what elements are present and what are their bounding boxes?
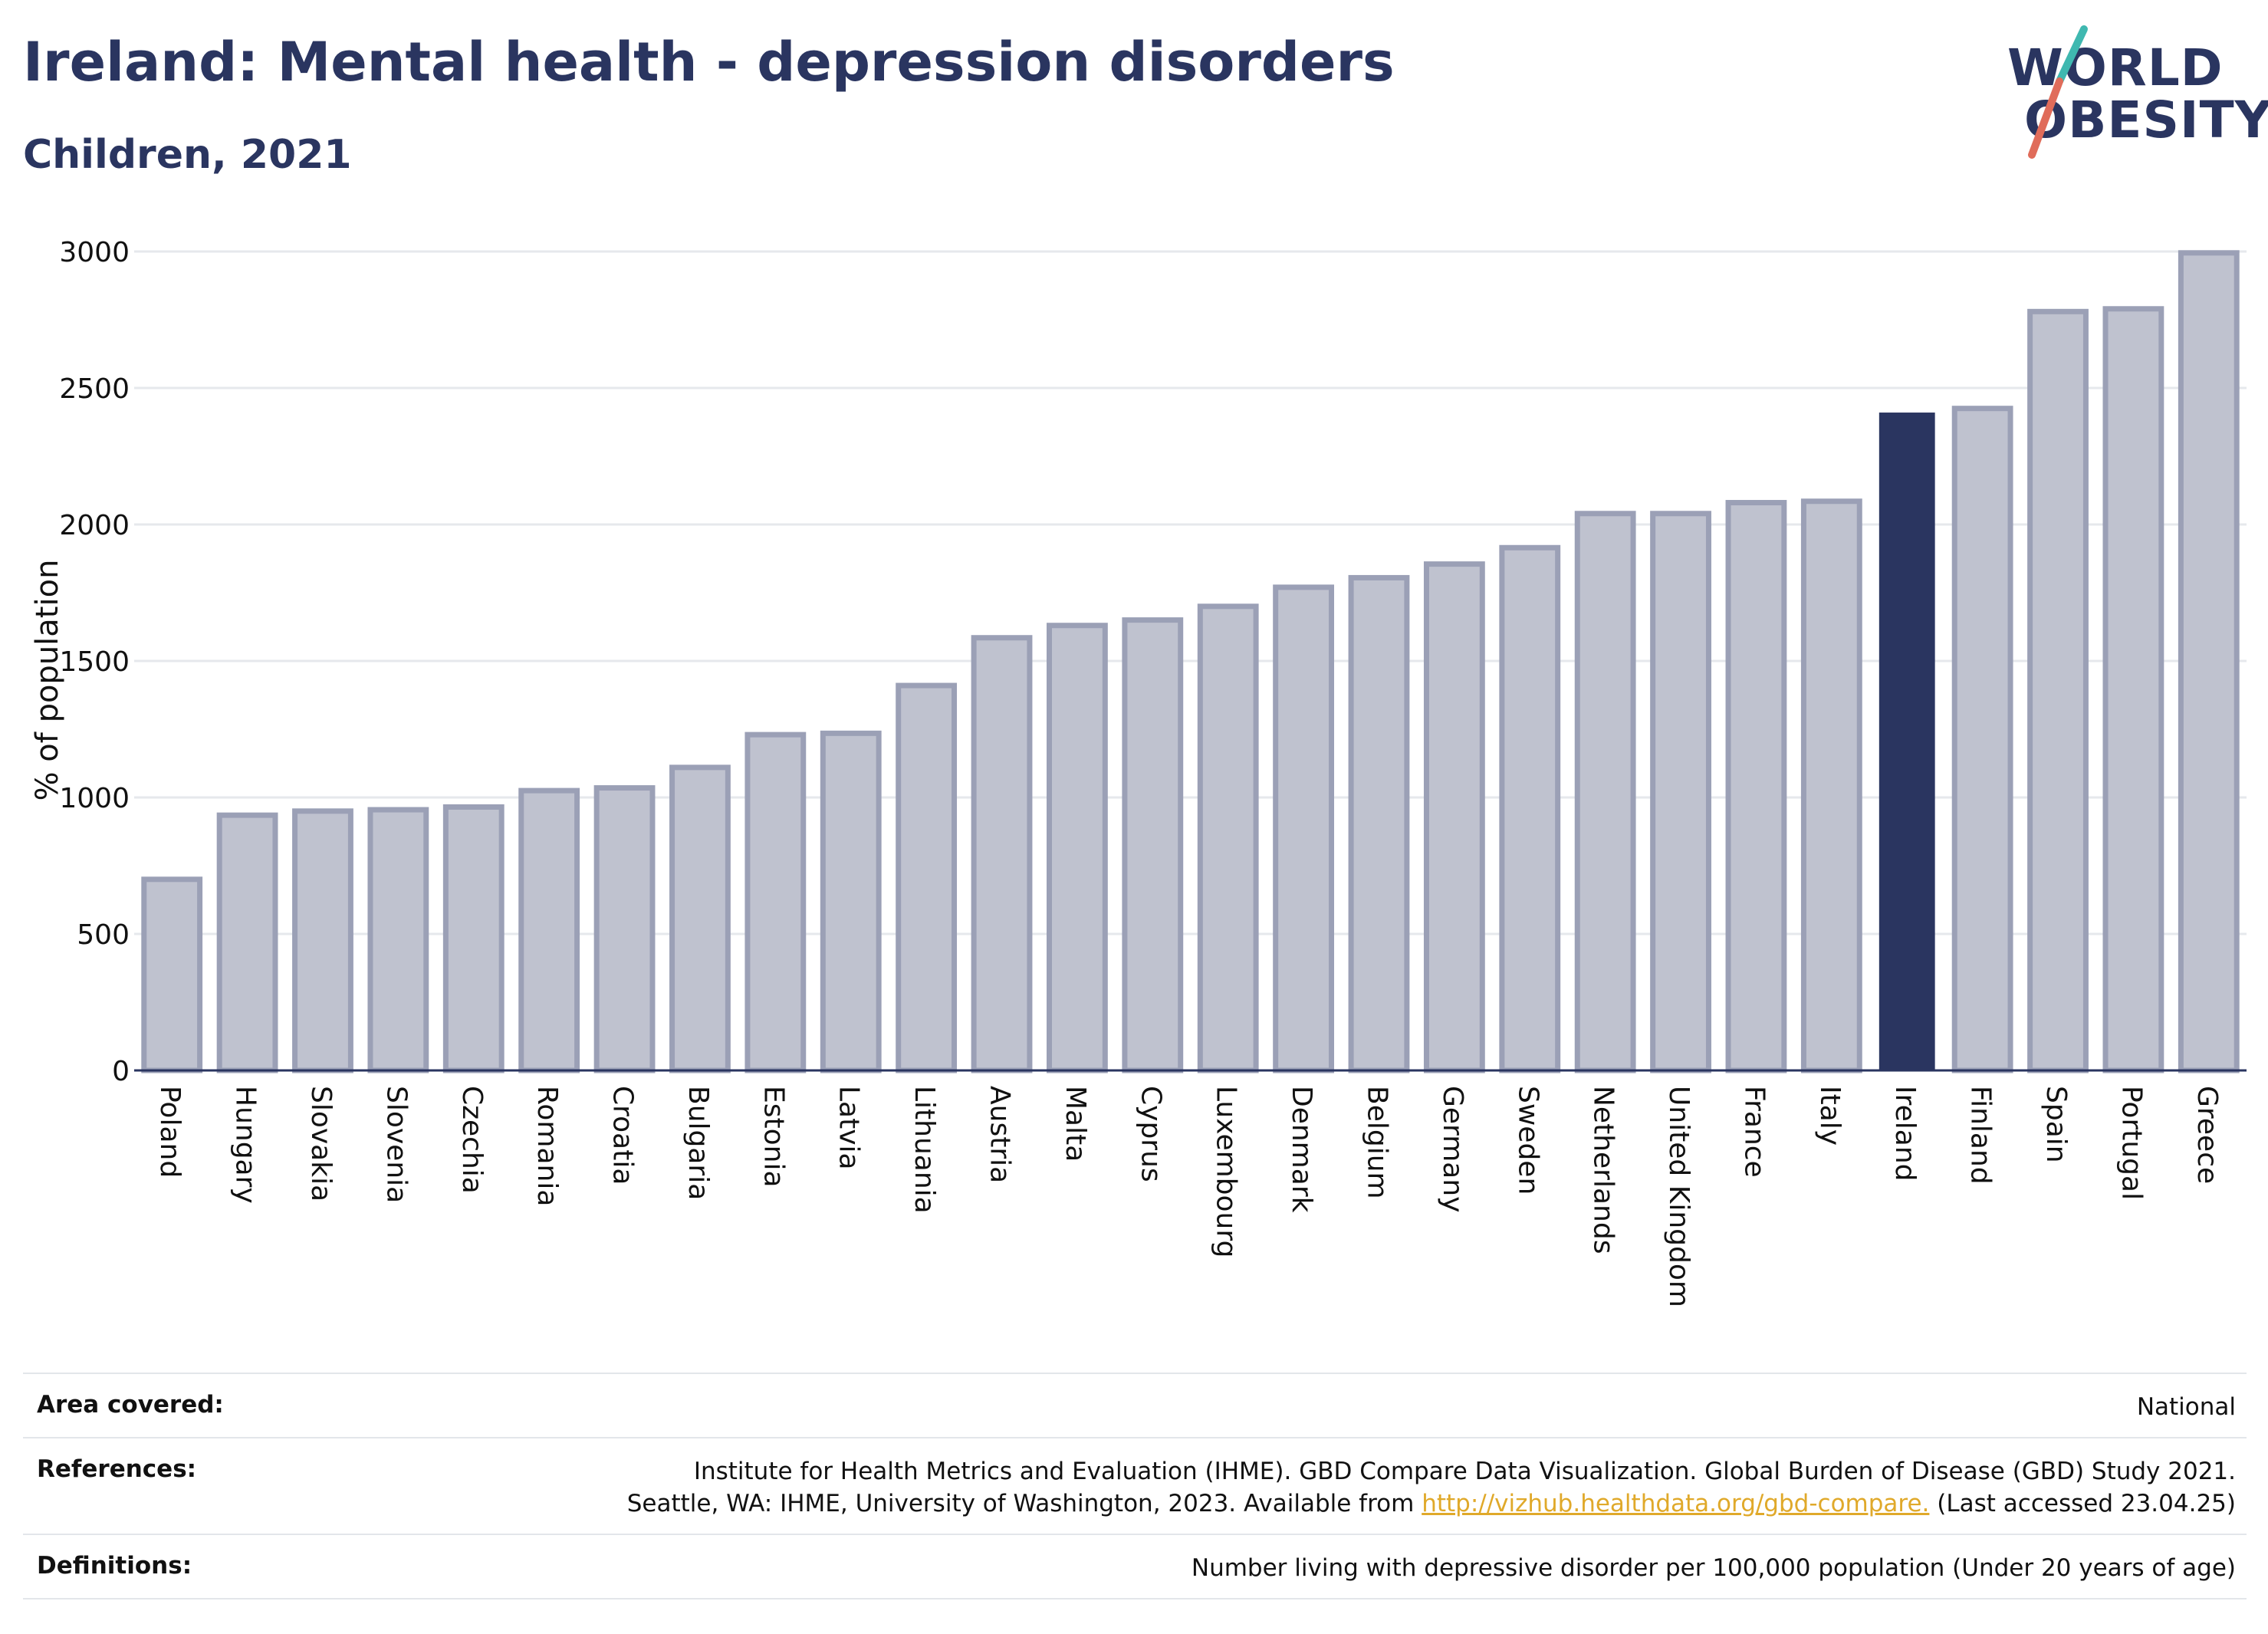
bar-croatia	[593, 785, 656, 1073]
bar-spain	[2027, 308, 2089, 1073]
x-tick-label: Malta	[1060, 1086, 1091, 1162]
x-tick-label: Czechia	[456, 1086, 488, 1194]
bar-netherlands	[1574, 511, 1636, 1073]
bar-greece	[2178, 250, 2240, 1073]
bar-ireland	[1878, 413, 1935, 1070]
bar-belgium	[1348, 574, 1410, 1073]
chart-title: Ireland: Mental health - depression diso…	[23, 31, 1395, 94]
x-tick-label: France	[1738, 1086, 1770, 1178]
y-axis-ticks: 0 500 1000 1500 2000 2500 3000	[59, 237, 130, 1087]
x-tick-label: Croatia	[607, 1086, 639, 1185]
y-tick-label: 1000	[59, 783, 130, 814]
x-tick-label: Greece	[2191, 1086, 2223, 1184]
references-line-2: Seattle, WA: IHME, University of Washing…	[627, 1488, 2236, 1520]
bar-france	[1725, 500, 1787, 1073]
bar-united-kingdom	[1650, 511, 1711, 1073]
references-line-1: Institute for Health Metrics and Evaluat…	[693, 1458, 2236, 1485]
references-accessed: (Last accessed 23.04.25)	[1929, 1490, 2236, 1517]
y-tick-label: 3000	[59, 237, 130, 268]
x-tick-label: Italy	[1814, 1086, 1846, 1146]
bar-sweden	[1499, 544, 1561, 1073]
x-tick-label: Luxembourg	[1211, 1086, 1242, 1258]
bar-chart: 0 500 1000 1500 2000 2500 3000 Poland Hungary Sl…	[30, 237, 2247, 1307]
x-tick-label: Hungary	[230, 1086, 261, 1204]
references-line-2-text: Seattle, WA: IHME, University of Washing…	[626, 1490, 1422, 1517]
bar-portugal	[2102, 306, 2164, 1073]
definitions-value: Number living with depressive disorder p…	[1191, 1554, 2236, 1582]
area-covered-label: Area covered:	[37, 1391, 224, 1419]
footer-row-references: References: Institute for Health Metrics…	[23, 1437, 2247, 1534]
bar-bulgaria	[669, 764, 731, 1073]
x-tick-label: Austria	[984, 1086, 1016, 1183]
bar-czechia	[442, 804, 505, 1073]
y-tick-label: 1500	[59, 646, 130, 678]
bar-austria	[971, 635, 1033, 1073]
x-tick-label: Latvia	[833, 1086, 865, 1170]
logo-slash-icon	[2028, 25, 2088, 159]
x-tick-label: United Kingdom	[1663, 1086, 1694, 1307]
x-tick-label: Romania	[531, 1086, 563, 1206]
world-obesity-logo: WORLD OBESITY	[1994, 23, 2268, 161]
x-tick-label: Lithuania	[909, 1086, 940, 1214]
bar-finland	[1951, 406, 2013, 1073]
bar-romania	[518, 787, 580, 1073]
x-tick-label: Slovenia	[380, 1086, 412, 1203]
references-link[interactable]: http://vizhub.healthdata.org/gbd-compare…	[1422, 1490, 1930, 1517]
x-tick-label: Estonia	[758, 1086, 789, 1188]
x-tick-label: Germany	[1437, 1086, 1468, 1212]
logo-line-2: OBESITY	[2024, 90, 2268, 150]
x-tick-label: Belgium	[1361, 1086, 1392, 1199]
bar-denmark	[1273, 584, 1334, 1073]
bar-estonia	[744, 732, 807, 1073]
bar-slovakia	[292, 808, 353, 1073]
x-tick-label: Cyprus	[1135, 1086, 1166, 1182]
bar-poland	[141, 876, 203, 1073]
x-tick-label: Slovakia	[305, 1086, 337, 1202]
x-tick-label: Bulgaria	[682, 1086, 714, 1200]
y-axis-label: % of population	[30, 560, 65, 801]
x-tick-label: Finland	[1965, 1086, 1997, 1185]
area-covered-value: National	[2136, 1393, 2236, 1421]
bar-lithuania	[896, 682, 958, 1073]
bar-germany	[1423, 561, 1485, 1073]
bar-slovenia	[367, 807, 429, 1073]
logo-line-1: WORLD	[2007, 38, 2224, 97]
bar-hungary	[216, 812, 278, 1073]
footer-row-area: Area covered: National	[23, 1373, 2247, 1437]
references-value: Institute for Health Metrics and Evaluat…	[627, 1438, 2247, 1520]
references-label: References:	[37, 1455, 197, 1483]
y-tick-label: 500	[77, 919, 130, 951]
y-tick-label: 0	[112, 1056, 130, 1087]
x-tick-label: Denmark	[1286, 1086, 1317, 1213]
x-tick-label: Netherlands	[1588, 1086, 1619, 1254]
y-tick-label: 2000	[59, 510, 130, 541]
bar-cyprus	[1122, 617, 1184, 1073]
footer-row-definitions: Definitions: Number living with depressi…	[23, 1534, 2247, 1599]
definitions-label: Definitions:	[37, 1552, 192, 1580]
bar-malta	[1047, 623, 1108, 1073]
y-tick-label: 2500	[59, 373, 130, 405]
bar-italy	[1800, 498, 1862, 1073]
bar-latvia	[820, 730, 882, 1073]
x-tick-label: Ireland	[1889, 1086, 1921, 1182]
x-tick-label: Poland	[154, 1086, 186, 1178]
chart-footer: Area covered: National References: Insti…	[23, 1373, 2247, 1599]
x-tick-label: Portugal	[2115, 1086, 2147, 1200]
x-tick-label: Spain	[2040, 1086, 2072, 1163]
x-axis-ticks: Poland Hungary Slovakia Slovenia Czechia Roma…	[154, 1086, 2223, 1307]
x-tick-label: Sweden	[1512, 1086, 1543, 1195]
chart-subtitle: Children, 2021	[23, 132, 352, 178]
bar-luxembourg	[1197, 603, 1259, 1073]
